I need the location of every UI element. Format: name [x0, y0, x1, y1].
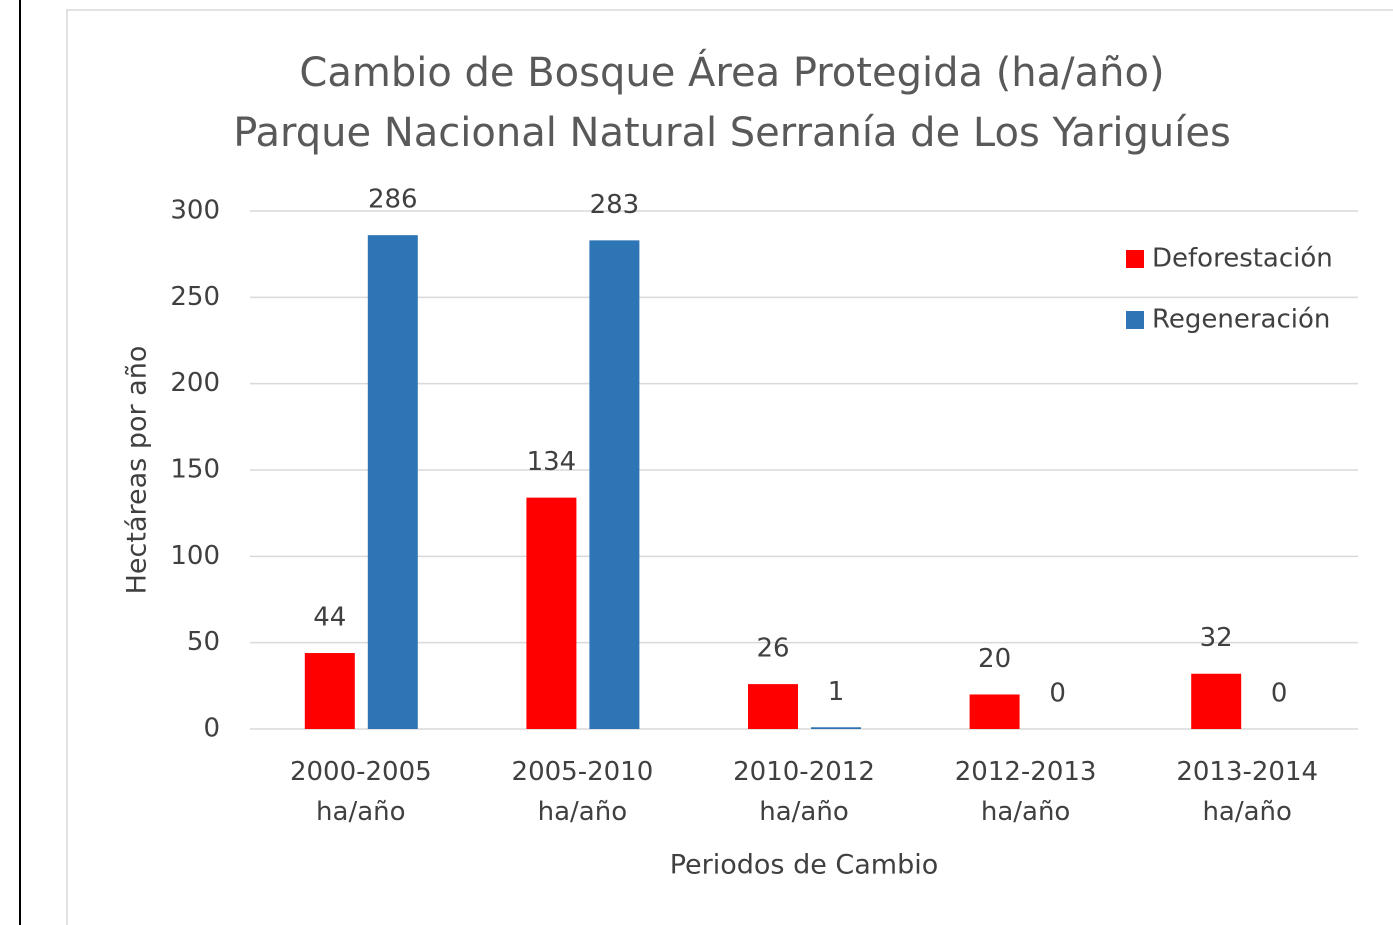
data-label: 286	[368, 185, 418, 215]
bar	[304, 653, 355, 729]
data-label: 26	[756, 634, 789, 664]
data-label: 283	[590, 190, 640, 220]
chart-subtitle: Parque Nacional Natural Serranía de Los …	[233, 110, 1231, 156]
x-tick-label: 2010-2012 ha/año	[733, 757, 875, 827]
bar	[367, 235, 418, 729]
legend-label: Regeneración	[1152, 305, 1330, 335]
data-label: 134	[527, 447, 577, 477]
y-tick-label: 150	[170, 455, 220, 485]
x-tick-label: 2005-2010 ha/año	[511, 757, 654, 827]
chart-title: Cambio de Bosque Área Protegida (ha/año)	[299, 48, 1164, 96]
y-axis-label: Hectáreas por año	[122, 346, 153, 595]
legend-label: Deforestación	[1152, 244, 1333, 274]
x-tick-label: 2000-2005 ha/año	[289, 757, 432, 827]
y-tick-label: 100	[170, 541, 220, 571]
y-tick-label: 50	[187, 627, 220, 657]
chart-border	[66, 9, 1393, 925]
y-tick-label: 0	[203, 714, 220, 744]
y-tick-label: 200	[170, 368, 220, 398]
data-label: 20	[978, 644, 1011, 674]
legend-swatch	[1126, 250, 1144, 268]
data-label: 32	[1200, 623, 1233, 653]
y-tick-label: 250	[170, 282, 220, 312]
data-label: 1	[828, 677, 845, 707]
bar	[969, 694, 1020, 729]
data-label: 44	[313, 603, 346, 633]
x-tick-label: 2013-2014 ha/año	[1176, 757, 1319, 827]
y-tick-label: 300	[170, 196, 220, 226]
x-tick-label: 2012-2013 ha/año	[954, 757, 1097, 827]
bar	[526, 497, 577, 729]
bar	[811, 727, 861, 729]
bar	[589, 240, 640, 729]
bar	[1191, 673, 1242, 729]
data-label: 0	[1049, 679, 1066, 709]
x-axis-label: Periodos de Cambio	[670, 850, 939, 881]
legend-swatch	[1126, 311, 1144, 329]
bar	[748, 684, 798, 729]
data-label: 0	[1271, 679, 1288, 709]
